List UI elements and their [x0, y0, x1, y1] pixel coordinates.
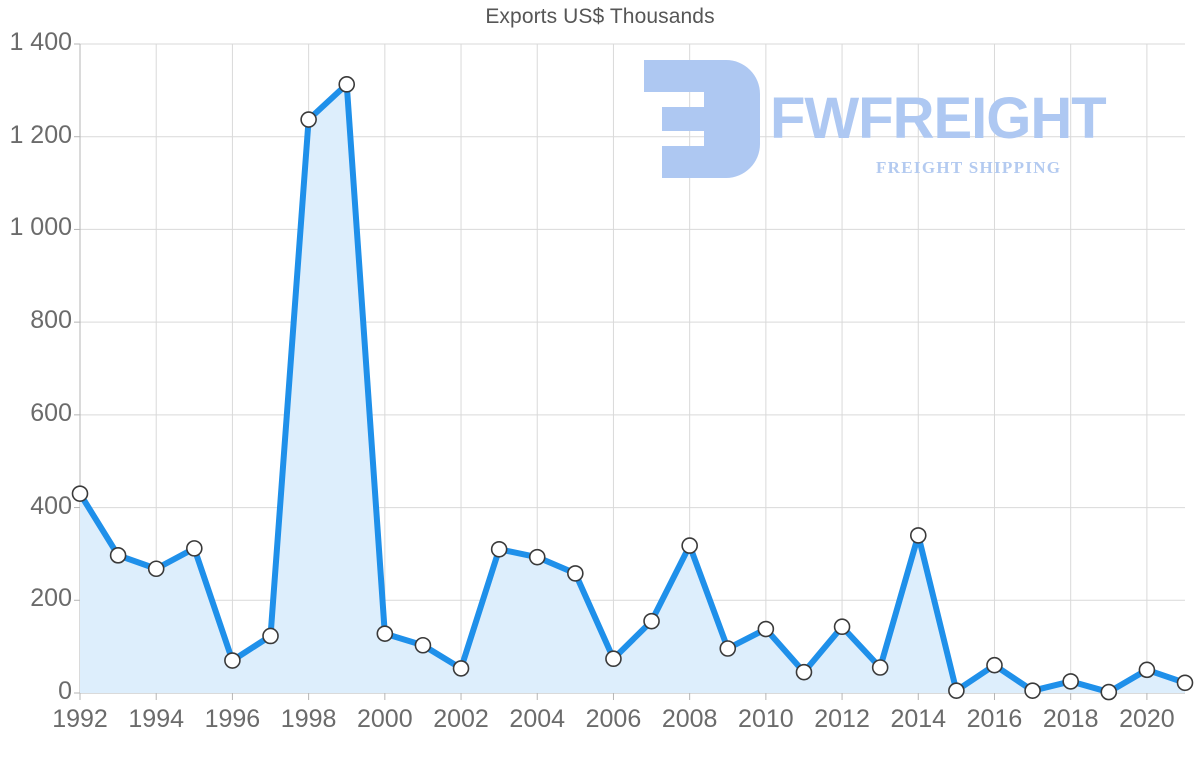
x-tick-label: 2008 — [661, 705, 718, 733]
x-tick-label: 2014 — [890, 705, 947, 733]
data-point-marker[interactable] — [1062, 673, 1079, 690]
data-point-marker[interactable] — [109, 547, 127, 564]
data-point-marker[interactable] — [986, 656, 1003, 674]
data-point-marker[interactable] — [1024, 682, 1041, 699]
x-tick-label: 2018 — [1042, 705, 1099, 733]
data-point-marker[interactable] — [871, 659, 889, 676]
y-tick-label: 1 400 — [9, 28, 72, 56]
chart-title: Exports US$ Thousands — [485, 5, 715, 28]
data-point-marker[interactable] — [414, 636, 432, 654]
x-tick-label: 2002 — [433, 705, 489, 733]
data-point-marker[interactable] — [1176, 674, 1194, 692]
y-tick-label: 600 — [30, 398, 72, 427]
data-point-marker[interactable] — [567, 565, 584, 582]
data-point-marker[interactable] — [224, 652, 241, 669]
x-tick-label: 2006 — [585, 705, 642, 733]
axis-ticks — [74, 43, 1148, 700]
data-point-marker[interactable] — [490, 540, 508, 558]
x-tick-label: 2016 — [966, 705, 1023, 733]
data-point-marker[interactable] — [909, 527, 927, 544]
data-point-marker[interactable] — [681, 537, 698, 554]
y-axis: 1 400 1 200 1 000 800 600 400 200 0 — [0, 0, 72, 763]
data-point-marker[interactable] — [757, 620, 775, 638]
data-point-marker[interactable] — [300, 111, 317, 128]
y-tick-label: 1 000 — [9, 213, 72, 242]
data-point-marker[interactable] — [605, 650, 622, 668]
data-point-marker[interactable] — [71, 485, 89, 502]
data-point-marker[interactable] — [338, 76, 356, 93]
x-tick-label: 1994 — [128, 705, 185, 733]
x-tick-label: 1996 — [204, 705, 261, 733]
x-tick-label: 2012 — [814, 705, 870, 733]
data-point-marker[interactable] — [147, 560, 165, 578]
x-tick-label: 1998 — [280, 705, 337, 733]
data-point-marker[interactable] — [833, 618, 851, 636]
data-point-marker[interactable] — [1138, 661, 1156, 679]
data-point-marker[interactable] — [719, 640, 737, 657]
data-point-marker[interactable] — [186, 540, 203, 557]
y-tick-label: 400 — [30, 491, 72, 520]
x-tick-label: 2000 — [357, 705, 413, 733]
data-point-marker[interactable] — [528, 548, 546, 566]
data-point-marker[interactable] — [795, 663, 813, 681]
data-point-marker[interactable] — [1100, 683, 1118, 701]
data-point-marker[interactable] — [262, 627, 279, 645]
x-tick-label: 1992 — [52, 705, 108, 733]
y-tick-label: 200 — [30, 584, 72, 613]
data-point-marker[interactable] — [643, 612, 660, 630]
data-point-marker[interactable] — [452, 660, 470, 677]
data-point-marker[interactable] — [376, 625, 394, 642]
y-tick-label: 1 200 — [9, 120, 72, 149]
y-tick-label: 0 — [58, 677, 72, 705]
data-point-marker[interactable] — [948, 682, 965, 699]
data-markers — [71, 76, 1194, 701]
y-tick-label: 800 — [30, 306, 72, 335]
x-tick-label: 2010 — [738, 705, 794, 733]
x-tick-label: 2004 — [509, 705, 566, 733]
x-tick-label: 2020 — [1119, 705, 1175, 733]
